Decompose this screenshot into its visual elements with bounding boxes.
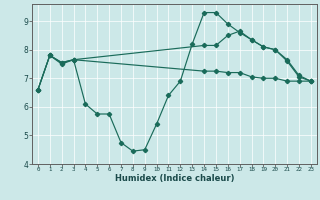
X-axis label: Humidex (Indice chaleur): Humidex (Indice chaleur) <box>115 174 234 183</box>
